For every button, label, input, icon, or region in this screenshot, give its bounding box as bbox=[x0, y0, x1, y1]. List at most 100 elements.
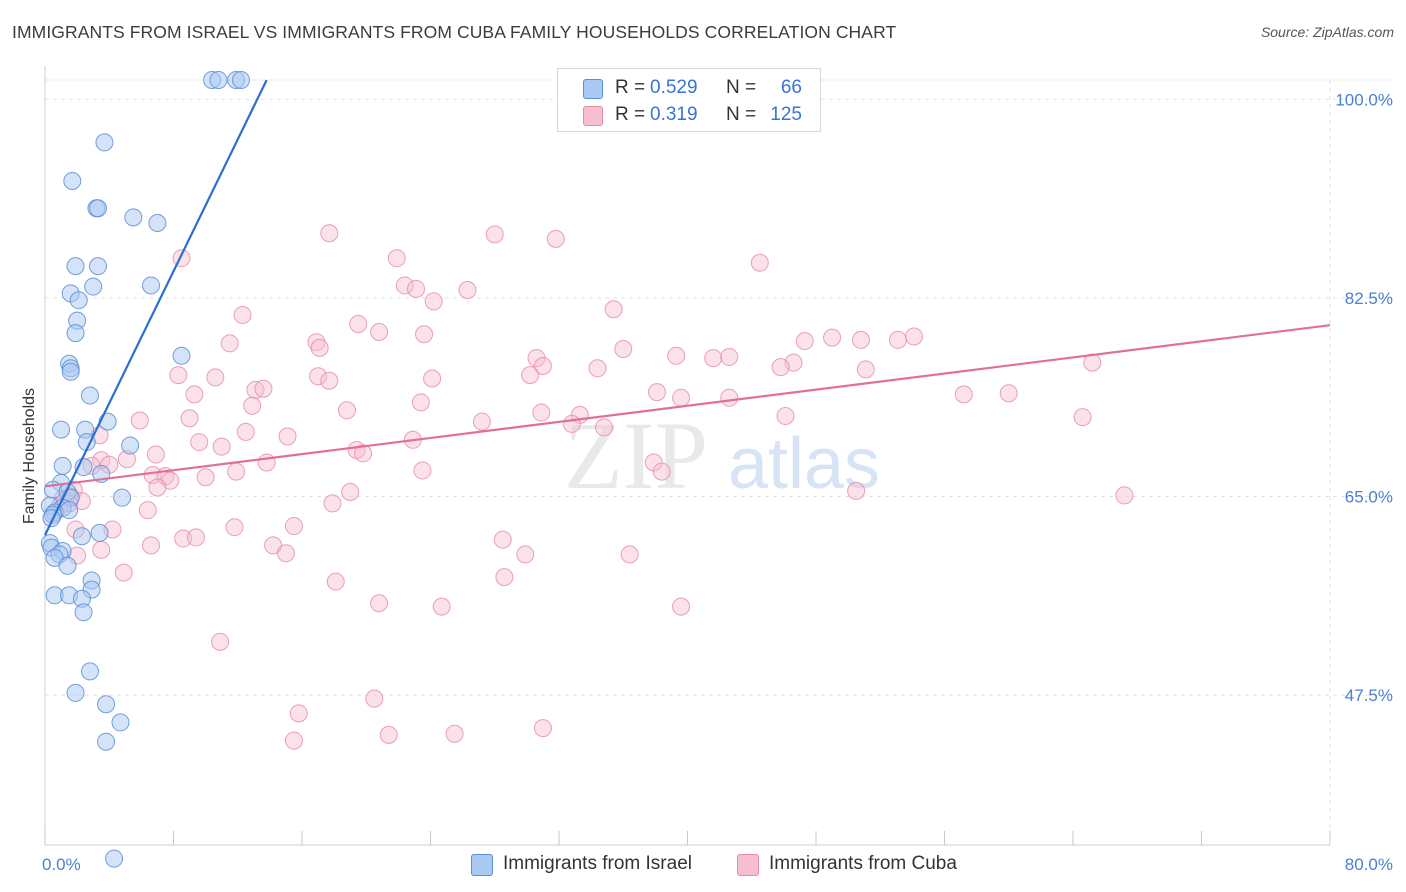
israel-point bbox=[209, 71, 228, 89]
cuba-point bbox=[130, 411, 149, 430]
cuba-point bbox=[999, 384, 1018, 403]
watermark-atlas: atlas bbox=[728, 424, 880, 504]
israel-r-label: R = bbox=[615, 77, 646, 98]
cuba-point bbox=[174, 529, 193, 548]
israel-point bbox=[89, 199, 108, 218]
legend-row-israel: R = 0.529 N = 66 bbox=[558, 75, 820, 101]
israel-point bbox=[97, 695, 116, 714]
cuba-point bbox=[620, 545, 639, 564]
israel-point bbox=[53, 456, 72, 475]
cuba-point bbox=[370, 594, 389, 613]
israel-point bbox=[124, 208, 143, 227]
source-credit: Source: ZipAtlas.com bbox=[1260, 24, 1394, 40]
cuba-point bbox=[264, 536, 283, 555]
cuba-point bbox=[533, 357, 552, 376]
cuba-point bbox=[521, 366, 540, 385]
israel-trend-line bbox=[44, 79, 268, 536]
israel-point bbox=[74, 603, 93, 622]
cuba-point bbox=[856, 360, 875, 379]
cuba-point bbox=[180, 409, 199, 428]
cuba-point bbox=[337, 401, 356, 420]
cuba-point bbox=[307, 333, 326, 352]
legend-row-cuba: R = 0.319 N = 125 bbox=[558, 102, 820, 128]
cuba-point bbox=[186, 528, 205, 547]
cuba-point bbox=[407, 279, 426, 298]
cuba-point bbox=[423, 369, 442, 388]
israel-point bbox=[72, 527, 91, 546]
cuba-point bbox=[1115, 486, 1134, 505]
cuba-point bbox=[323, 494, 342, 513]
cuba-point bbox=[349, 315, 368, 334]
cuba-point bbox=[516, 545, 535, 564]
israel-legend-label: Immigrants from Israel bbox=[503, 853, 692, 874]
cuba-point bbox=[720, 388, 739, 407]
cuba-point bbox=[652, 462, 671, 481]
cuba-trend-line bbox=[44, 324, 1331, 488]
cuba-point bbox=[888, 330, 907, 349]
cuba-n-value: 125 bbox=[770, 104, 802, 125]
cuba-point bbox=[354, 444, 373, 463]
grid-lines bbox=[45, 79, 1392, 845]
israel-swatch bbox=[583, 79, 603, 99]
cuba-point bbox=[704, 349, 723, 368]
cuba-point bbox=[309, 367, 328, 386]
cuba-point bbox=[851, 330, 870, 349]
cuba-point bbox=[647, 383, 666, 402]
watermark: ZIP atlas bbox=[564, 402, 880, 509]
cuba-point bbox=[411, 393, 430, 412]
cuba-point bbox=[776, 406, 795, 425]
israel-point bbox=[66, 324, 85, 343]
cuba-point bbox=[472, 412, 491, 431]
cuba-point bbox=[546, 229, 565, 248]
israel-point bbox=[69, 291, 88, 310]
cuba-n-label: N = bbox=[726, 104, 757, 125]
cuba-point bbox=[532, 403, 551, 422]
israel-point bbox=[97, 732, 116, 751]
cuba-point bbox=[225, 518, 244, 537]
cuba-point bbox=[954, 385, 973, 404]
cuba-point bbox=[458, 280, 477, 299]
cuba-point bbox=[387, 249, 406, 268]
israel-legend-swatch bbox=[471, 854, 493, 876]
israel-point bbox=[231, 71, 250, 89]
cuba-point bbox=[278, 427, 297, 446]
cuba-point bbox=[138, 501, 157, 520]
israel-point bbox=[66, 683, 85, 702]
tick-labels: 47.5% 65.0% 82.5% 100.0% 0.0% 80.0% bbox=[42, 90, 1393, 874]
cuba-point bbox=[146, 445, 165, 464]
cuba-point bbox=[206, 368, 225, 387]
cuba-point bbox=[495, 568, 514, 587]
cuba-point bbox=[562, 414, 581, 433]
cuba-point bbox=[720, 347, 739, 366]
cuba-point bbox=[370, 322, 389, 341]
cuba-point bbox=[432, 597, 451, 616]
cuba-point bbox=[142, 536, 161, 555]
cuba-r-label: R = bbox=[615, 104, 646, 125]
israel-point bbox=[45, 548, 64, 567]
watermark-zip: ZIP bbox=[564, 402, 708, 509]
cuba-point bbox=[614, 339, 633, 358]
cuba-point bbox=[257, 453, 276, 472]
x-tick-label: 0.0% bbox=[42, 855, 81, 874]
cuba-point bbox=[750, 253, 769, 272]
cuba-point bbox=[114, 563, 133, 582]
israel-point bbox=[66, 257, 85, 276]
israel-point bbox=[80, 662, 99, 681]
cuba-point bbox=[236, 422, 255, 441]
y-tick-label: 65.0% bbox=[1345, 488, 1393, 507]
series-legend: Immigrants from Israel Immigrants from C… bbox=[0, 852, 1406, 878]
israel-n-value: 66 bbox=[780, 77, 802, 98]
cuba-point bbox=[493, 530, 512, 549]
cuba-point bbox=[148, 478, 167, 497]
israel-point bbox=[60, 501, 79, 520]
israel-point bbox=[172, 346, 191, 365]
cuba-point bbox=[672, 597, 691, 616]
cuba-point bbox=[220, 334, 239, 353]
cuba-point bbox=[196, 468, 215, 487]
israel-point bbox=[90, 523, 109, 542]
israel-point bbox=[98, 412, 117, 431]
cuba-point bbox=[904, 327, 923, 346]
cuba-point bbox=[395, 276, 414, 295]
cuba-point bbox=[320, 371, 339, 390]
cuba-point bbox=[667, 346, 686, 365]
